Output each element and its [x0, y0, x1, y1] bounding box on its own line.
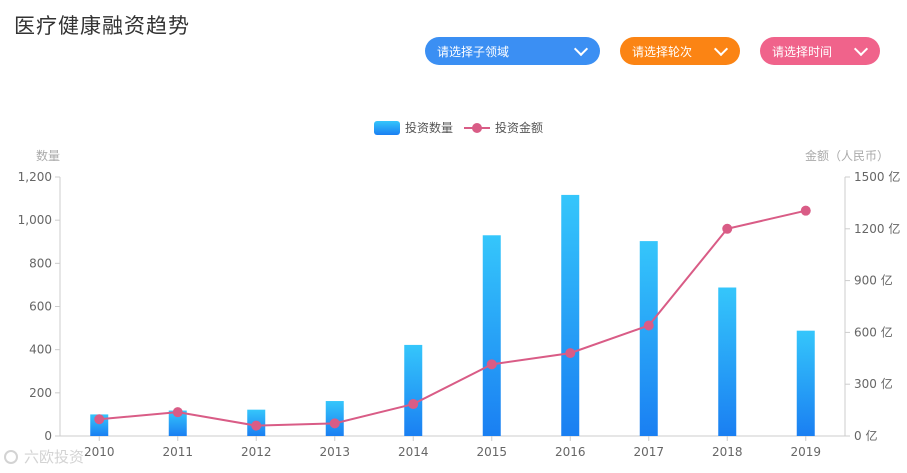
amount-point-2012: [251, 420, 262, 431]
time-select[interactable]: 请选择时间: [760, 37, 880, 65]
legend-line-marker: [472, 123, 482, 133]
time-select-label: 请选择时间: [772, 44, 833, 59]
y-left-tick-label: 600: [29, 300, 52, 314]
x-tick-label: 2014: [398, 445, 429, 459]
x-tick-label: 2019: [790, 445, 821, 459]
bar-2018: [718, 287, 737, 436]
x-tick-label: 2012: [241, 445, 272, 459]
round-select[interactable]: 请选择轮次: [620, 37, 740, 65]
y-left-tick-label: 0: [44, 429, 52, 443]
x-tick-label: 2010: [84, 445, 115, 459]
y-right-tick-label: 1200 亿: [854, 221, 900, 236]
y-right-tick-label: 300 亿: [854, 376, 893, 391]
y-left-tick-label: 800: [29, 256, 52, 270]
bar-2016: [561, 194, 580, 436]
watermark-logo-icon: [4, 449, 18, 464]
x-tick-label: 2015: [476, 445, 507, 459]
y-right-tick-label: 900 亿: [854, 273, 893, 288]
y-left-tick-label: 1,000: [18, 213, 52, 227]
amount-point-2014: [408, 399, 419, 410]
domain-select[interactable]: 请选择子领域: [425, 37, 600, 65]
amount-point-2013: [329, 418, 340, 429]
amount-point-2018: [722, 223, 733, 234]
amount-line: [99, 209, 806, 427]
bar-2014: [404, 344, 423, 436]
y-right-tick-label: 600 亿: [854, 324, 893, 339]
x-tick-label: 2016: [555, 445, 586, 459]
legend-line-label: 投资金额: [495, 120, 543, 135]
watermark-text: 六欧投资: [24, 448, 85, 466]
watermark: 六欧投资: [4, 446, 84, 467]
y-left-axis-label: 数量: [36, 148, 60, 163]
y-right-tick-label: 1500 亿: [854, 169, 900, 184]
x-tick-label: 2011: [162, 445, 193, 459]
y-left-tick-label: 1,200: [18, 170, 52, 184]
legend-bar-label: 投资数量: [405, 120, 453, 135]
x-tick-label: 2013: [319, 445, 350, 459]
y-right-tick-label: 0 亿: [854, 428, 877, 443]
bar-2015: [482, 235, 501, 436]
y-left-tick-label: 200: [29, 386, 52, 400]
bar-2019: [796, 330, 815, 436]
page-title: 医疗健康融资趋势: [14, 14, 190, 38]
y-right-axis-label: 金额（人民币）: [805, 148, 889, 163]
round-select-label: 请选择轮次: [632, 44, 693, 59]
x-tick-label: 2017: [633, 445, 664, 459]
amount-point-2011: [172, 407, 183, 418]
amount-point-2017: [643, 320, 654, 331]
legend-bar-swatch: [374, 121, 400, 135]
domain-select-label: 请选择子领域: [437, 44, 510, 59]
y-left-tick-label: 400: [29, 343, 52, 357]
amount-point-2019: [800, 205, 811, 216]
x-tick-label: 2018: [712, 445, 743, 459]
bar-2017: [639, 241, 658, 436]
amount-point-2015: [486, 359, 497, 370]
amount-point-2010: [94, 414, 105, 425]
bar-2011: [168, 410, 187, 436]
amount-point-2016: [565, 348, 576, 359]
